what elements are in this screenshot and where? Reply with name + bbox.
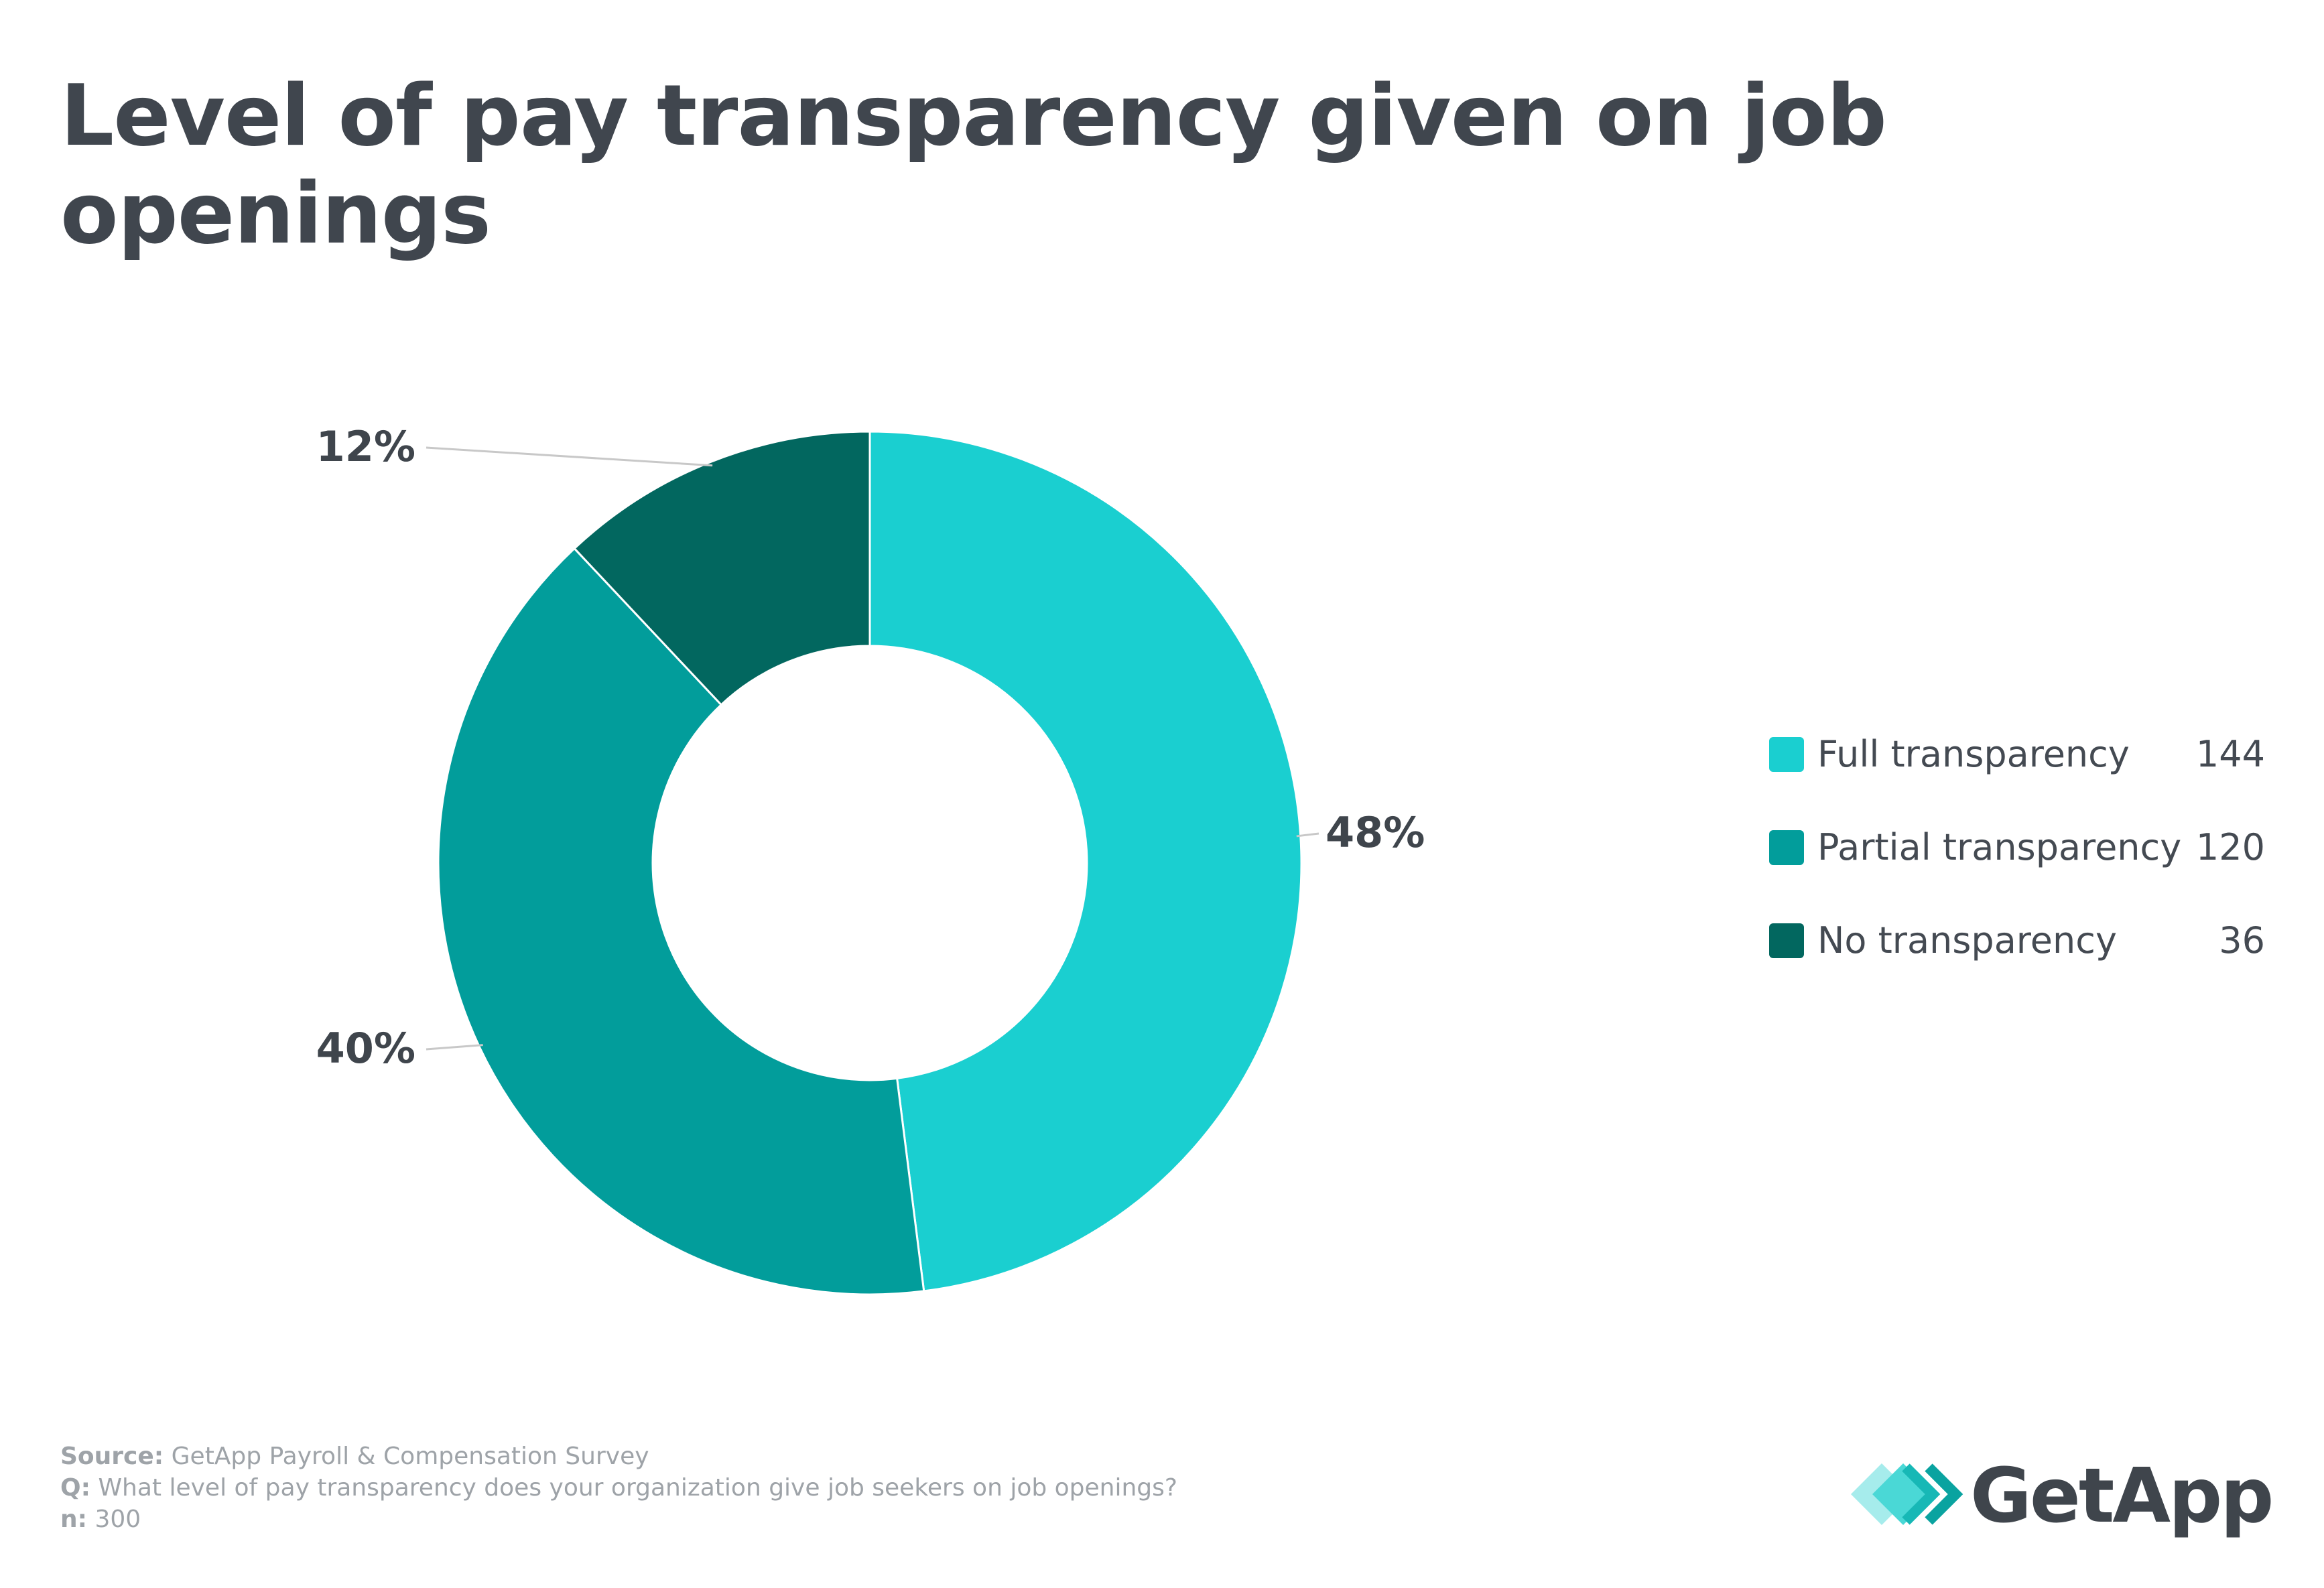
getapp-diamond-icon (1851, 1463, 1963, 1525)
data-label-partial-transparency: 40% (316, 1024, 415, 1073)
legend-value: 144 (2195, 733, 2265, 775)
chart-title: Level of pay transparency given on job o… (60, 66, 1887, 263)
getapp-logo: GetApp (1850, 1453, 2274, 1540)
legend-swatch (1769, 923, 1804, 958)
legend-label: Partial transparency (1817, 826, 2182, 868)
donut-slices (437, 430, 1303, 1296)
label-leader-line (426, 446, 713, 467)
donut-slice-no-transparency (573, 430, 871, 706)
legend-swatch (1769, 737, 1804, 772)
legend-label: Full transparency (1817, 733, 2130, 775)
data-label-full-transparency: 48% (1326, 808, 1425, 857)
data-label-no-transparency: 12% (316, 422, 415, 471)
footer-sample-size: n: 300 (60, 1506, 141, 1533)
donut-slice-full-transparency (868, 430, 1303, 1293)
legend-item-no-transparency: No transparency 36 (1769, 922, 2265, 960)
legend-label: No transparency (1817, 919, 2117, 962)
label-leader-line (1296, 832, 1319, 838)
label-leader-line (426, 1044, 483, 1051)
footer-question: Q: What level of pay transparency does y… (60, 1474, 1178, 1502)
legend-value: 36 (2219, 919, 2265, 962)
footer-source: Source: GetApp Payroll & Compensation Su… (60, 1443, 649, 1470)
legend: Full transparency 144 Partial transparen… (1769, 736, 2265, 1015)
getapp-logo-text: GetApp (1970, 1453, 2274, 1540)
legend-item-full-transparency: Full transparency 144 (1769, 736, 2265, 773)
chart-footer: Source: GetApp Payroll & Compensation Su… (60, 1441, 1177, 1535)
donut-labels: 48% 40% 12% (316, 422, 1425, 1073)
donut-slice-partial-transparency (437, 547, 925, 1296)
legend-value: 120 (2195, 826, 2265, 868)
legend-item-partial-transparency: Partial transparency 120 (1769, 829, 2265, 866)
legend-swatch (1769, 830, 1804, 865)
